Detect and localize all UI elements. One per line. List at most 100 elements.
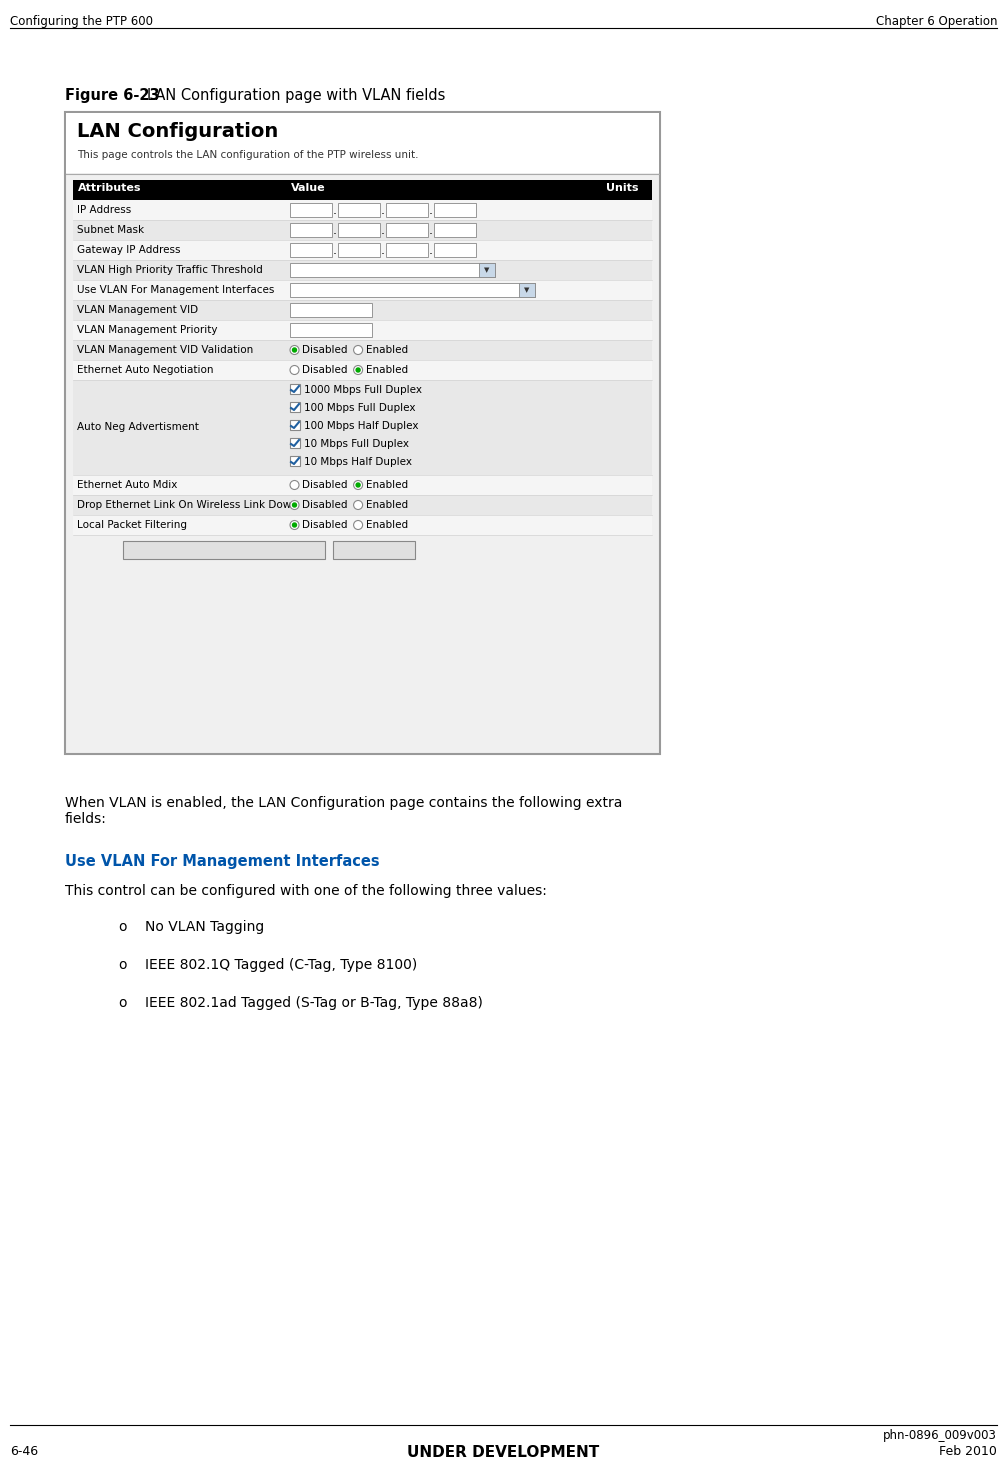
Text: This control can be configured with one of the following three values:: This control can be configured with one …: [65, 884, 547, 899]
Text: Disabled: Disabled: [302, 345, 347, 355]
Bar: [386, 223, 428, 237]
Text: 10 Mbps Full Duplex: 10 Mbps Full Duplex: [304, 438, 409, 449]
Bar: [73, 475, 652, 496]
Text: o: o: [118, 957, 127, 972]
Bar: [73, 380, 652, 475]
Bar: [290, 262, 495, 277]
Circle shape: [292, 523, 296, 526]
Text: .: .: [381, 243, 385, 257]
Text: Disabled: Disabled: [302, 365, 347, 375]
Bar: [338, 243, 380, 257]
Text: UNDER DEVELOPMENT: UNDER DEVELOPMENT: [407, 1445, 599, 1460]
Bar: [290, 223, 332, 237]
Circle shape: [353, 500, 363, 510]
Text: Ethernet Auto Mdix: Ethernet Auto Mdix: [77, 479, 177, 490]
Text: .: .: [429, 204, 433, 217]
Bar: [73, 259, 652, 280]
Bar: [290, 456, 300, 466]
Text: No VLAN Tagging: No VLAN Tagging: [145, 921, 264, 934]
Text: Subnet Mask: Subnet Mask: [77, 224, 144, 235]
Text: Value: Value: [291, 183, 325, 194]
Circle shape: [292, 347, 296, 352]
Bar: [290, 419, 300, 430]
Text: 100 Mbps Full Duplex: 100 Mbps Full Duplex: [304, 403, 416, 413]
Circle shape: [356, 368, 361, 372]
Text: .: .: [381, 204, 385, 217]
Bar: [73, 199, 652, 220]
Text: 10: 10: [389, 243, 402, 254]
Text: o: o: [118, 921, 127, 934]
Text: Disabled: Disabled: [302, 479, 347, 490]
Bar: [73, 240, 652, 259]
Circle shape: [356, 482, 361, 487]
Circle shape: [353, 346, 363, 355]
Text: IEEE 802.1ad Tagged (S-Tag or B-Tag, Type 88a8): IEEE 802.1ad Tagged (S-Tag or B-Tag, Typ…: [145, 995, 483, 1010]
Bar: [290, 323, 372, 337]
Bar: [434, 223, 476, 237]
Text: IEEE 802.1Q Tagged (C-Tag, Type 8100): IEEE 802.1Q Tagged (C-Tag, Type 8100): [145, 957, 417, 972]
Bar: [73, 220, 652, 240]
Circle shape: [290, 346, 299, 355]
Bar: [73, 515, 652, 535]
Bar: [123, 541, 325, 559]
Text: VLAN High Priority Traffic Threshold: VLAN High Priority Traffic Threshold: [77, 265, 263, 276]
Circle shape: [290, 500, 299, 510]
Text: 10: 10: [341, 243, 354, 254]
Text: Enabled: Enabled: [366, 365, 408, 375]
Text: o: o: [118, 995, 127, 1010]
Text: Use VLAN For Management Interfaces: Use VLAN For Management Interfaces: [77, 284, 274, 295]
Text: 10 Mbps Half Duplex: 10 Mbps Half Duplex: [304, 457, 412, 468]
Circle shape: [353, 520, 363, 529]
Bar: [290, 384, 300, 394]
Bar: [338, 202, 380, 217]
Circle shape: [290, 481, 299, 490]
Text: Configuring the PTP 600: Configuring the PTP 600: [10, 15, 153, 28]
Text: IP Address: IP Address: [77, 205, 131, 216]
Text: 1000 Mbps Full Duplex: 1000 Mbps Full Duplex: [304, 386, 422, 394]
Bar: [290, 202, 332, 217]
Circle shape: [290, 520, 299, 529]
Bar: [333, 541, 415, 559]
Circle shape: [353, 365, 363, 374]
Text: 1: 1: [437, 243, 444, 254]
Text: Submit Updated System Configuration: Submit Updated System Configuration: [130, 545, 318, 556]
Circle shape: [353, 481, 363, 490]
Bar: [73, 361, 652, 380]
Text: 0: 0: [341, 224, 347, 235]
Bar: [73, 301, 652, 320]
Text: Gateway IP Address: Gateway IP Address: [77, 245, 180, 255]
Text: Disabled: Disabled: [302, 520, 347, 531]
Bar: [290, 283, 535, 298]
Text: Use VLAN For Management Interfaces: Use VLAN For Management Interfaces: [65, 855, 380, 869]
Text: Enabled: Enabled: [366, 345, 408, 355]
Text: Ethernet Auto Negotiation: Ethernet Auto Negotiation: [77, 365, 213, 375]
Bar: [386, 243, 428, 257]
Bar: [73, 180, 652, 199]
Text: 1: 1: [293, 303, 300, 314]
Text: VLAN Management Priority: VLAN Management Priority: [77, 325, 218, 336]
Text: 10: 10: [293, 243, 306, 254]
Text: VLAN Management VID: VLAN Management VID: [77, 305, 198, 315]
Bar: [66, 113, 659, 173]
Text: Local Packet Filtering: Local Packet Filtering: [77, 520, 187, 531]
Bar: [65, 111, 660, 754]
Text: Enabled: Enabled: [366, 500, 408, 510]
Bar: [338, 223, 380, 237]
Bar: [290, 402, 300, 412]
Text: VLAN Management VID Validation: VLAN Management VID Validation: [77, 345, 253, 355]
Text: When VLAN is enabled, the LAN Configuration page contains the following extra
fi: When VLAN is enabled, the LAN Configurat…: [65, 796, 622, 827]
Text: ▼: ▼: [484, 267, 489, 273]
Bar: [73, 320, 652, 340]
Bar: [434, 202, 476, 217]
Text: 10: 10: [341, 204, 354, 214]
Text: LAN Configuration page with VLAN fields: LAN Configuration page with VLAN fields: [147, 88, 445, 103]
Text: Drop Ethernet Link On Wireless Link Down: Drop Ethernet Link On Wireless Link Down: [77, 500, 298, 510]
Text: Reset Form: Reset Form: [346, 545, 402, 556]
Text: VLAN User Priority 1 and Above: VLAN User Priority 1 and Above: [293, 264, 447, 274]
Text: ▼: ▼: [525, 287, 530, 293]
Text: 10: 10: [293, 204, 306, 214]
Bar: [73, 280, 652, 301]
Bar: [434, 243, 476, 257]
Text: Auto Neg Advertisment: Auto Neg Advertisment: [77, 422, 198, 432]
Text: 0: 0: [389, 224, 396, 235]
